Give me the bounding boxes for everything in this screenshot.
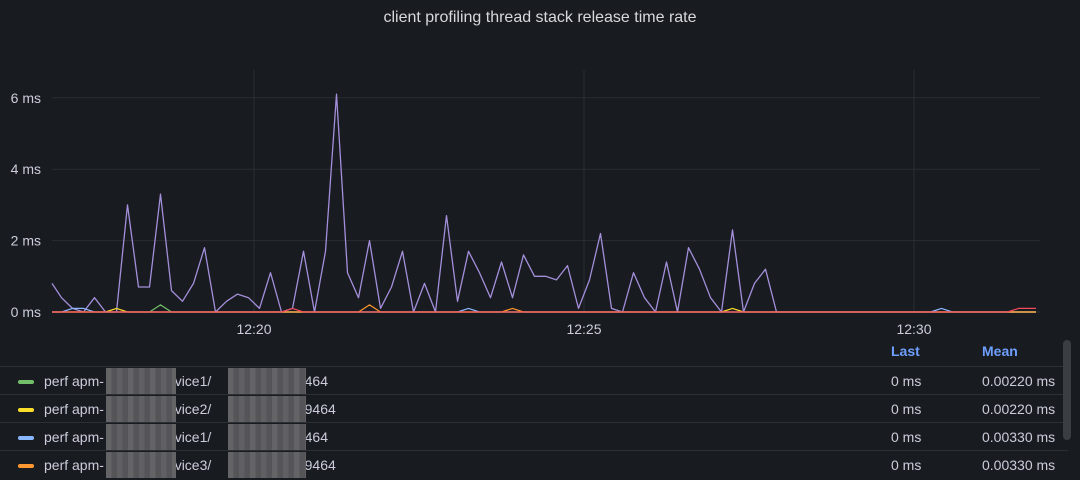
legend-row[interactable]: perf apm- rvice2/ 38:9464 0 ms 0.00220 ms: [0, 394, 1068, 423]
legend-header-mean[interactable]: Mean: [982, 343, 1018, 359]
x-tick-label: 12:25: [566, 321, 601, 335]
legend-mean-value: 0.00330 ms: [982, 429, 1056, 445]
panel-title[interactable]: client profiling thread stack release ti…: [383, 9, 697, 26]
legend-last-value: 0 ms: [891, 457, 922, 473]
legend-last-value: 0 ms: [891, 373, 922, 389]
legend-row[interactable]: perf apm- rvice1/ 7:9464 0 ms 0.00330 ms: [0, 422, 1068, 451]
series-line-4[interactable]: [52, 304, 1036, 313]
y-tick-label: 0 ms: [11, 304, 41, 320]
x-tick-label: 12:20: [236, 321, 271, 335]
y-tick-label: 4 ms: [11, 161, 41, 177]
redaction-block: [228, 368, 306, 394]
legend-mean-value: 0.00220 ms: [982, 373, 1056, 389]
y-tick-label: 2 ms: [11, 233, 41, 249]
chart-grid: [52, 70, 1040, 313]
redaction-block: [106, 424, 176, 450]
series-line-1[interactable]: [52, 304, 1036, 313]
redaction-block: [106, 396, 176, 422]
redaction-block: [228, 424, 306, 450]
redaction-block: [228, 396, 306, 422]
legend-row[interactable]: perf apm- rvice1/ 3:9464 0 ms 0.00220 ms: [0, 366, 1068, 395]
legend-header-last[interactable]: Last: [891, 343, 920, 359]
redaction-block: [106, 452, 176, 478]
x-axis: 12:20 12:25 12:30: [236, 321, 931, 335]
x-tick-label: 12:30: [896, 321, 931, 335]
legend-mean-value: 0.00220 ms: [982, 401, 1056, 417]
redaction-block: [106, 368, 176, 394]
legend-row[interactable]: perf apm- rvice3/ 56:9464 0 ms 0.00330 ms: [0, 450, 1068, 479]
legend-color-swatch[interactable]: [18, 464, 34, 468]
legend-last-value: 0 ms: [891, 429, 922, 445]
legend-color-swatch[interactable]: [18, 436, 34, 440]
legend-mean-value: 0.00330 ms: [982, 457, 1056, 473]
legend-scrollbar[interactable]: [1063, 340, 1071, 440]
series-line-0[interactable]: [51, 93, 1036, 313]
time-series-chart[interactable]: 0 ms 2 ms 4 ms 6 ms 12:20 12:25 12:30: [0, 0, 1080, 335]
legend-color-swatch[interactable]: [18, 380, 34, 384]
redaction-block: [228, 452, 306, 478]
legend-color-swatch[interactable]: [18, 408, 34, 412]
series-lines: [51, 93, 1036, 313]
legend-last-value: 0 ms: [891, 401, 922, 417]
y-axis: 0 ms 2 ms 4 ms 6 ms: [11, 90, 41, 320]
y-tick-label: 6 ms: [11, 90, 41, 106]
series-line-5[interactable]: [52, 307, 1036, 313]
